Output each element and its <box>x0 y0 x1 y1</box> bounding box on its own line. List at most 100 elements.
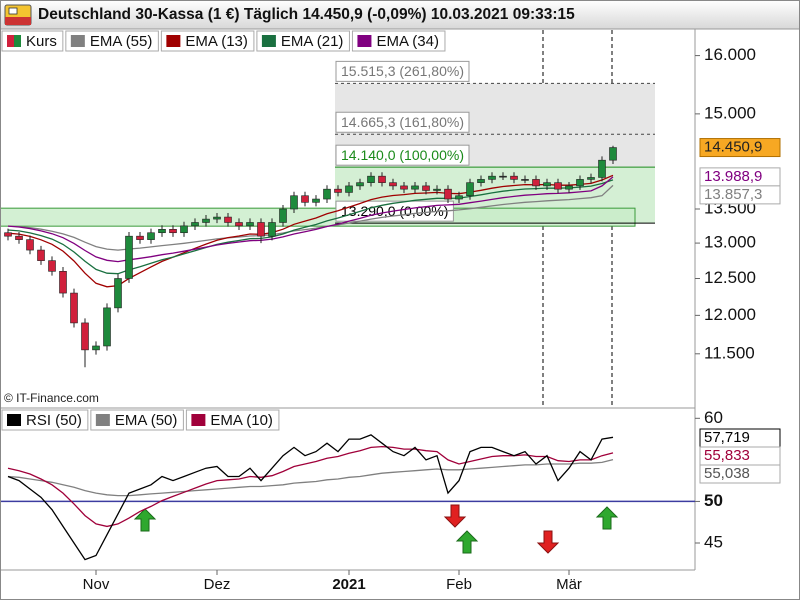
candle <box>455 191 463 204</box>
legend-item: Kurs <box>1 30 64 52</box>
candle <box>114 274 122 313</box>
last-value-badge: 57,719 <box>699 428 781 448</box>
candle <box>466 178 474 200</box>
candle-body <box>367 175 375 183</box>
candle <box>609 145 617 164</box>
candle-body <box>510 175 518 180</box>
candle <box>158 225 166 237</box>
legend-box <box>160 30 255 52</box>
candle-body <box>136 235 144 240</box>
candle-body <box>378 175 386 183</box>
y-tick-label: 50 <box>704 491 723 510</box>
legend-swatch <box>7 35 14 47</box>
last-value-badge: 55,833 <box>699 446 781 466</box>
candle <box>48 256 56 276</box>
candle-body <box>59 271 67 294</box>
candle-body <box>312 198 320 203</box>
candle <box>81 318 89 368</box>
legend-label: EMA (21) <box>281 33 344 50</box>
candle <box>444 185 452 204</box>
candle <box>422 181 430 195</box>
candle <box>279 205 287 227</box>
legend-item: EMA (21) <box>256 30 350 52</box>
legend-label: EMA (10) <box>210 412 273 429</box>
candle-body <box>389 182 397 187</box>
candle <box>532 175 540 190</box>
ema-line <box>7 174 614 288</box>
candle <box>92 341 100 355</box>
x-tick-label: Dez <box>204 576 231 593</box>
candle-body <box>356 182 364 187</box>
candle-body <box>257 222 265 237</box>
candle-body <box>213 216 221 220</box>
legend-label: EMA (55) <box>90 33 153 50</box>
candle-body <box>466 182 474 197</box>
candle-body <box>191 222 199 227</box>
candle <box>290 191 298 214</box>
fib-label-box <box>335 111 470 133</box>
legend-box <box>185 409 280 431</box>
last-value-badge: 14.450,9 <box>699 138 781 158</box>
candle <box>191 218 199 230</box>
legend-box <box>1 409 89 431</box>
badge-label: 55,833 <box>704 447 750 464</box>
candle <box>136 232 144 244</box>
legend-item: EMA (10) <box>185 409 280 431</box>
candle-body <box>125 235 133 279</box>
legend-label: EMA (34) <box>376 33 439 50</box>
candle-body <box>334 188 342 193</box>
candle-body <box>411 185 419 190</box>
candle-body <box>455 195 463 200</box>
candle-body <box>543 182 551 187</box>
legend-swatch <box>95 414 110 426</box>
legend-item: EMA (50) <box>90 409 184 431</box>
fib-label: 15.515,3 (261,80%) <box>341 63 464 79</box>
y-tick-label: 45 <box>704 532 723 551</box>
legend-swatch <box>357 35 372 47</box>
badge-box <box>699 464 781 484</box>
legend-label: EMA (13) <box>185 33 248 50</box>
x-tick-label: Feb <box>446 576 472 593</box>
candle <box>180 221 188 237</box>
legend-label: Kurs <box>26 33 57 50</box>
candle <box>257 218 265 244</box>
candle-body <box>499 175 507 178</box>
ema-line <box>7 179 614 275</box>
candle <box>576 175 584 190</box>
legend-swatch <box>191 414 206 426</box>
badge-label: 57,719 <box>704 429 750 446</box>
candle-body <box>158 229 166 234</box>
candle <box>15 232 23 244</box>
candle <box>202 215 210 227</box>
y-tick-label: 60 <box>704 408 723 427</box>
x-tick-label: Nov <box>83 576 110 593</box>
fib-label-box <box>335 144 470 166</box>
candle <box>224 213 232 227</box>
candle-body <box>400 185 408 190</box>
candle <box>169 225 177 237</box>
legend-swatch <box>7 414 21 426</box>
candle <box>521 175 529 184</box>
candle <box>103 303 111 351</box>
legend-swatch <box>261 35 276 47</box>
candle <box>598 156 606 182</box>
candle-body <box>37 249 45 261</box>
candle-body <box>290 195 298 210</box>
candle-body <box>587 177 595 180</box>
candle <box>323 185 331 204</box>
legend-label: EMA (50) <box>115 412 178 429</box>
header <box>0 0 800 29</box>
candle <box>389 178 397 190</box>
y-tick-label: 12.000 <box>704 305 756 324</box>
candle-body <box>422 185 430 191</box>
legend-swatch <box>14 35 21 47</box>
candle <box>565 181 573 194</box>
candle <box>345 181 353 197</box>
candle-body <box>279 208 287 223</box>
candle-body <box>147 232 155 240</box>
candle-body <box>15 235 23 240</box>
candle <box>400 181 408 194</box>
legend-label: RSI (50) <box>26 412 82 429</box>
candle-body <box>488 175 496 180</box>
